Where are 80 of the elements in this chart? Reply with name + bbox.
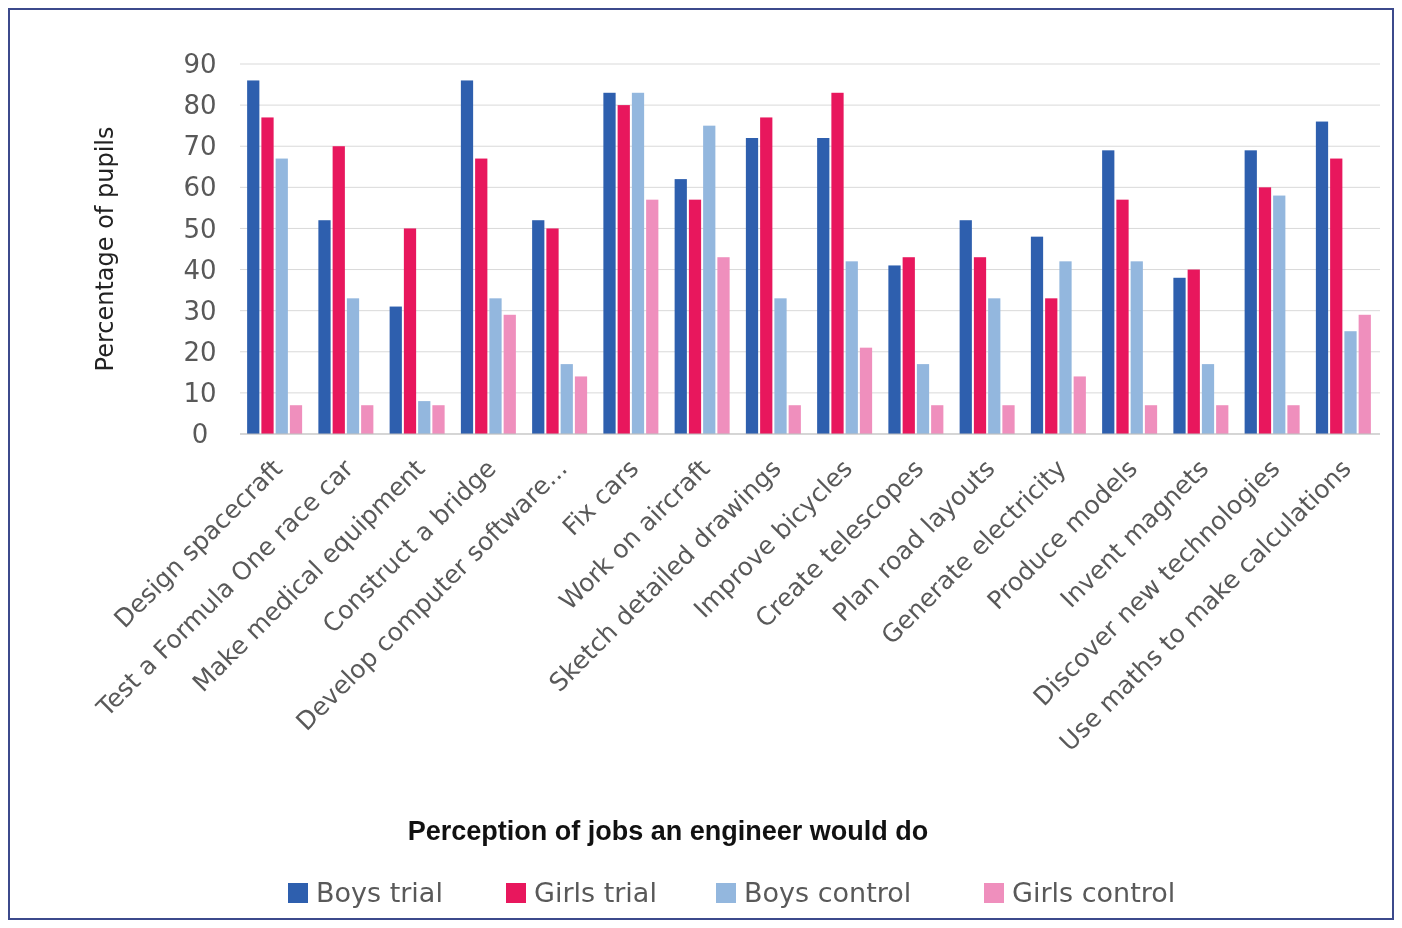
y-tick-label: 10 <box>183 377 217 408</box>
bar <box>831 92 844 434</box>
bar <box>1258 187 1272 434</box>
bar <box>688 199 702 434</box>
y-tick-label: 50 <box>183 213 217 244</box>
bar <box>973 257 987 434</box>
bar <box>318 220 331 434</box>
legend-label: Boys control <box>744 877 912 909</box>
y-tick-label: 30 <box>183 295 217 326</box>
y-tick-label: 70 <box>183 131 217 162</box>
bar <box>916 364 930 434</box>
y-tick-label: 80 <box>183 90 217 121</box>
y-tick-label: 40 <box>183 254 217 285</box>
bar <box>1358 314 1371 434</box>
y-axis-title: Percentage of pupils <box>91 126 119 372</box>
bar <box>817 138 830 434</box>
bar <box>603 92 616 434</box>
bar <box>745 138 759 434</box>
bar <box>1315 121 1329 434</box>
bar <box>1144 405 1158 434</box>
bar <box>1116 199 1129 434</box>
bar <box>1344 331 1357 434</box>
bar <box>332 146 345 434</box>
bar <box>247 80 260 434</box>
bar <box>1216 405 1229 434</box>
y-tick-label: 0 <box>191 419 209 450</box>
legend-label: Girls trial <box>534 877 657 909</box>
bar <box>674 179 687 434</box>
bar <box>403 228 417 434</box>
bar <box>1002 405 1015 434</box>
bar <box>988 298 1001 434</box>
bar <box>546 228 559 434</box>
bar <box>888 265 901 434</box>
bar <box>489 298 502 434</box>
legend-label: Boys trial <box>316 877 443 909</box>
bar <box>1045 298 1058 434</box>
bar <box>1244 150 1257 434</box>
bar <box>1173 277 1186 434</box>
bar <box>346 298 360 434</box>
bar <box>959 220 972 434</box>
bar <box>560 364 573 434</box>
bar <box>760 117 773 434</box>
bar <box>574 376 588 434</box>
bar <box>1330 158 1343 434</box>
bar <box>503 314 516 434</box>
bar <box>646 199 659 434</box>
bar <box>432 405 445 434</box>
legend-label: Girls control <box>1012 877 1176 909</box>
y-tick-label: 90 <box>183 49 217 80</box>
bar <box>532 220 545 434</box>
bar <box>1073 376 1086 434</box>
bar <box>261 117 274 434</box>
bar <box>1059 261 1072 434</box>
bar <box>275 158 288 434</box>
bar <box>631 92 645 434</box>
bar <box>475 158 488 434</box>
bar <box>289 405 303 434</box>
bar <box>1273 195 1286 434</box>
bar <box>1030 236 1044 434</box>
bar <box>617 105 630 434</box>
x-axis-title: Perception of jobs an engineer would do <box>407 816 929 846</box>
bar <box>361 405 374 434</box>
bar <box>1201 364 1215 434</box>
bar <box>788 405 801 434</box>
bar <box>859 347 873 434</box>
bar <box>1130 261 1143 434</box>
bar <box>1187 269 1200 434</box>
bar <box>774 298 787 434</box>
y-tick-label: 60 <box>183 172 217 203</box>
bar <box>931 405 944 434</box>
bar <box>1287 405 1300 434</box>
bar <box>845 261 858 434</box>
bar <box>717 257 730 434</box>
bar <box>703 125 716 434</box>
y-tick-label: 20 <box>183 336 217 367</box>
bar <box>418 401 431 434</box>
bar <box>389 306 402 434</box>
bar <box>1102 150 1115 434</box>
bar <box>902 257 915 434</box>
bar <box>460 80 474 434</box>
